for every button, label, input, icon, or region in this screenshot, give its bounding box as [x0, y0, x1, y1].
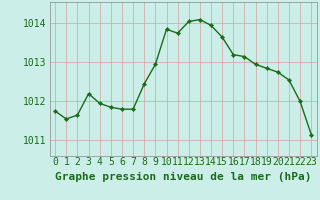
X-axis label: Graphe pression niveau de la mer (hPa): Graphe pression niveau de la mer (hPa) — [55, 172, 311, 182]
